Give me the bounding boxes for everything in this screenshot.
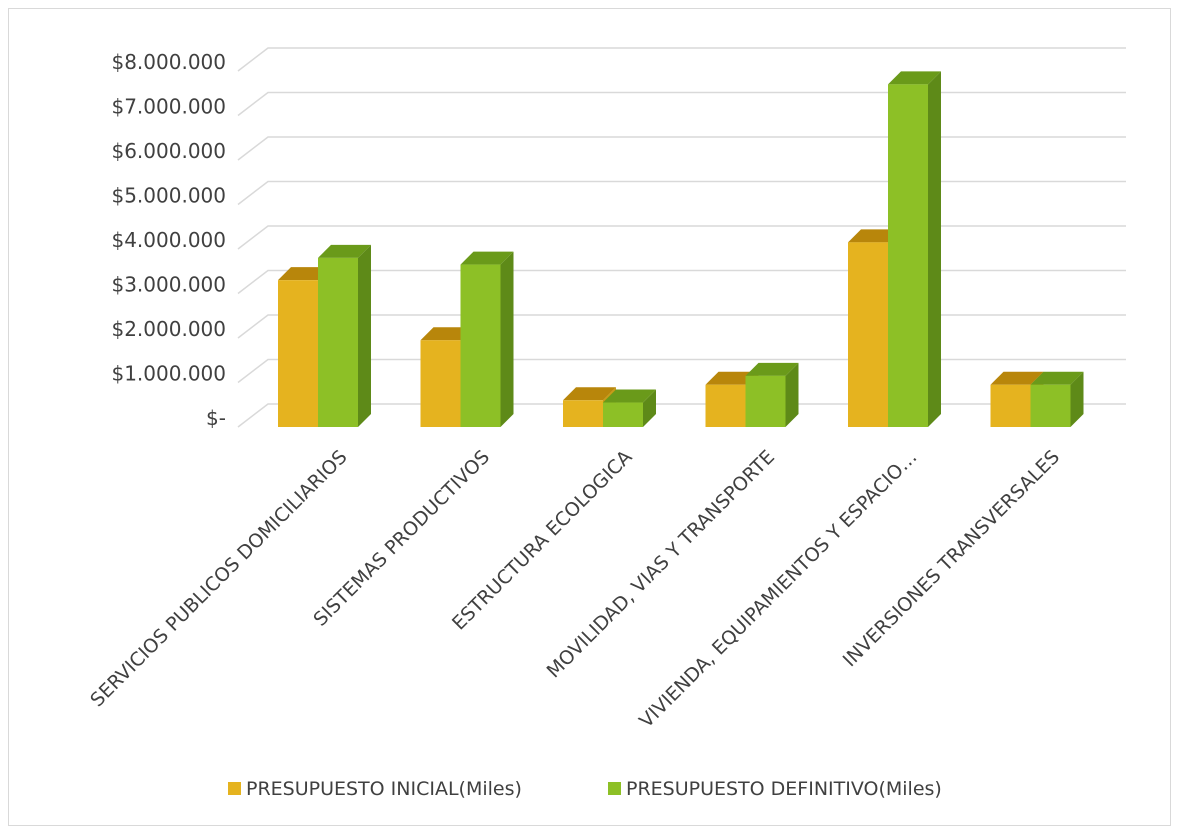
gridline	[238, 137, 1126, 160]
bar-front	[278, 280, 318, 427]
bars	[278, 71, 1084, 427]
bar-front	[318, 258, 358, 427]
gridline	[238, 182, 1126, 205]
gridline	[238, 271, 1126, 294]
legend-label: PRESUPUESTO DEFINITIVO(Miles)	[626, 778, 942, 800]
bar	[461, 252, 514, 427]
gridlines	[238, 48, 1126, 427]
bar-front	[603, 403, 643, 427]
x-category-label: SERVICIOS PUBLICOS DOMICILIARIOS	[86, 446, 351, 711]
y-tick-label: $6.000.000	[111, 139, 226, 163]
bar-front	[848, 242, 888, 427]
bar-front	[461, 265, 501, 427]
bar	[603, 390, 656, 427]
bar-front	[1031, 385, 1071, 427]
y-tick-label: $7.000.000	[111, 95, 226, 119]
y-tick-label: $1.000.000	[111, 362, 226, 386]
bar-side	[501, 252, 514, 427]
bar	[888, 71, 941, 427]
y-tick-label: $-	[206, 406, 226, 430]
x-category-label: MOVILIDAD, VIAS Y TRANSPORTE	[543, 446, 779, 682]
gridline	[238, 315, 1126, 338]
legend-label: PRESUPUESTO INICIAL(Miles)	[246, 778, 522, 800]
y-tick-label: $4.000.000	[111, 228, 226, 252]
legend-entry: PRESUPUESTO INICIAL(Miles)	[228, 778, 522, 800]
bar-front	[888, 84, 928, 427]
legend: PRESUPUESTO INICIAL(Miles) PRESUPUESTO DE…	[228, 778, 942, 800]
gridline	[238, 93, 1126, 116]
gridline	[238, 226, 1126, 249]
bar-front	[706, 385, 746, 427]
bar-side	[358, 245, 371, 427]
gridline	[238, 48, 1126, 71]
y-tick-label: $5.000.000	[111, 184, 226, 208]
bar-front	[991, 385, 1031, 427]
y-tick-label: $8.000.000	[111, 50, 226, 74]
legend-entry: PRESUPUESTO DEFINITIVO(Miles)	[608, 778, 942, 800]
y-axis-ticks: $- $1.000.000 $2.000.000 $3.000.000 $4.000.0…	[111, 50, 226, 430]
bar	[1031, 372, 1084, 427]
x-category-label: VIVIENDA, EQUIPAMIENTOS Y ESPACIO…	[635, 446, 921, 732]
bar-front	[563, 400, 603, 427]
bar-side	[928, 71, 941, 427]
legend-swatch	[608, 782, 621, 795]
gridline	[238, 360, 1126, 383]
legend-swatch	[228, 782, 241, 795]
y-tick-label: $2.000.000	[111, 317, 226, 341]
y-tick-label: $3.000.000	[111, 273, 226, 297]
x-axis-labels: SERVICIOS PUBLICOS DOMICILIARIOSSISTEMAS…	[86, 446, 1064, 732]
bar-front	[746, 376, 786, 427]
bar	[318, 245, 371, 427]
bar	[746, 363, 799, 427]
bar-front	[421, 340, 461, 427]
